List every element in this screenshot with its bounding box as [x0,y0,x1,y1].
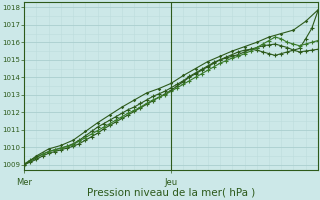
X-axis label: Pression niveau de la mer( hPa ): Pression niveau de la mer( hPa ) [87,188,255,198]
